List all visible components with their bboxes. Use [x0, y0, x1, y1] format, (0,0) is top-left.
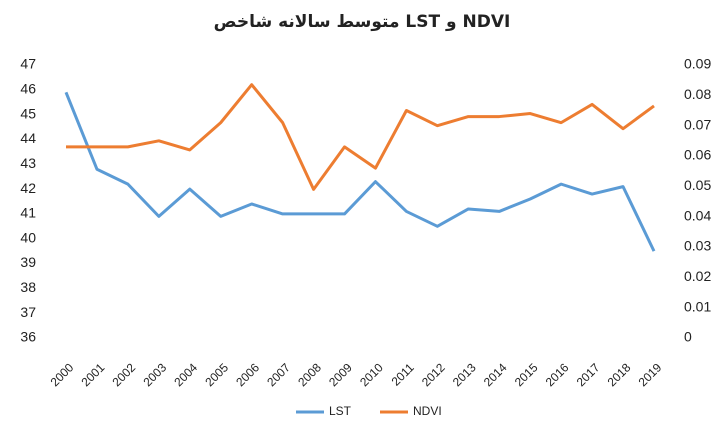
x-tick-label: 2014: [481, 360, 510, 389]
y-tick-label: 43: [20, 155, 36, 171]
legend-label: LST: [329, 404, 352, 418]
y2-tick-label: 0.08: [684, 86, 711, 102]
x-tick-label: 2000: [48, 360, 77, 389]
x-tick-label: 2002: [109, 360, 138, 389]
y-tick-label: 44: [20, 130, 36, 146]
x-tick-label: 2003: [140, 360, 169, 389]
y-tick-label: 45: [20, 105, 36, 121]
y2-tick-label: 0.03: [684, 238, 711, 254]
y2-tick-label: 0.04: [684, 207, 711, 223]
x-tick-label: 2016: [543, 360, 572, 389]
x-tick-label: 2013: [450, 360, 479, 389]
y-tick-label: 37: [20, 304, 36, 320]
x-tick-label: 2017: [574, 360, 603, 389]
x-tick-label: 2001: [79, 360, 108, 389]
y2-tick-label: 0.06: [684, 147, 711, 163]
legend-label: NDVI: [413, 404, 442, 418]
y2-tick-label: 0.09: [684, 56, 711, 72]
line-series: [66, 83, 655, 191]
line-series: [64, 91, 656, 252]
y-tick-label: 47: [20, 56, 36, 72]
y-tick-label: 46: [20, 81, 36, 97]
y-tick-label: 36: [20, 329, 36, 345]
x-tick-label: 2019: [636, 360, 665, 389]
y2-tick-label: 0.07: [684, 116, 711, 132]
chart-title: متوسط سالانه شاخص LST و NDVI: [214, 12, 511, 32]
x-tick-label: 2005: [202, 360, 231, 389]
x-tick-label: 2004: [171, 360, 200, 389]
x-tick-label: 2015: [512, 360, 541, 389]
y2-tick-label: 0.02: [684, 268, 711, 284]
x-tick-label: 2012: [419, 360, 448, 389]
y-tick-label: 40: [20, 229, 36, 245]
x-tick-label: 2006: [233, 360, 262, 389]
x-tick-label: 2009: [326, 360, 355, 389]
y-tick-label: 38: [20, 279, 36, 295]
y-tick-label: 41: [20, 205, 36, 221]
x-tick-label: 2011: [389, 360, 417, 388]
x-tick-label: 2018: [605, 360, 634, 389]
y-tick-label: 39: [20, 254, 36, 270]
y2-tick-label: 0.01: [684, 298, 711, 314]
y-tick-label: 42: [20, 180, 36, 196]
x-tick-label: 2010: [357, 360, 386, 389]
y2-tick-label: 0: [684, 329, 692, 345]
y2-tick-label: 0.05: [684, 177, 711, 193]
x-tick-label: 2007: [264, 360, 293, 389]
x-tick-label: 2008: [295, 360, 324, 389]
